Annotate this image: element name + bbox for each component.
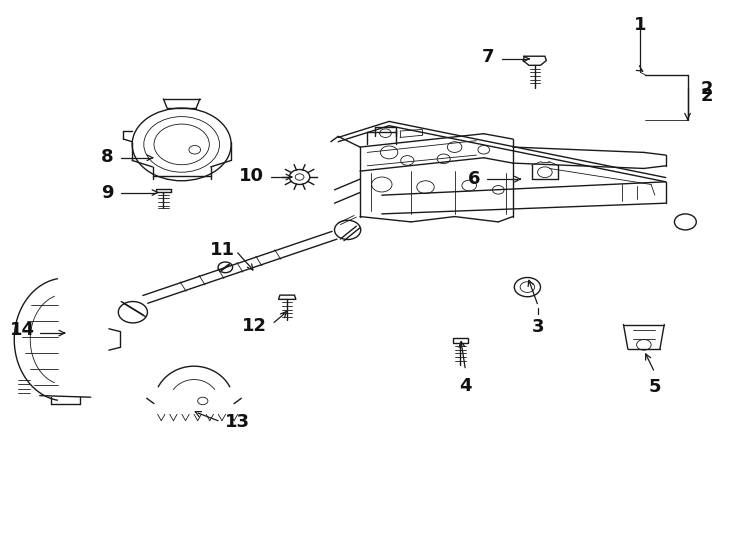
Text: 2: 2 <box>701 80 713 98</box>
Text: 10: 10 <box>239 167 264 185</box>
Text: 8: 8 <box>101 148 114 166</box>
Text: 7: 7 <box>482 48 495 66</box>
Text: 5: 5 <box>649 379 661 396</box>
Text: 3: 3 <box>532 318 545 336</box>
Text: 1: 1 <box>634 16 647 34</box>
Text: 14: 14 <box>10 321 34 339</box>
Text: 13: 13 <box>225 413 250 431</box>
Text: 6: 6 <box>468 170 480 188</box>
Text: 4: 4 <box>459 377 472 395</box>
Text: 11: 11 <box>210 241 235 259</box>
Text: 9: 9 <box>101 184 114 201</box>
Text: 2: 2 <box>701 87 713 105</box>
Text: 12: 12 <box>241 316 267 335</box>
